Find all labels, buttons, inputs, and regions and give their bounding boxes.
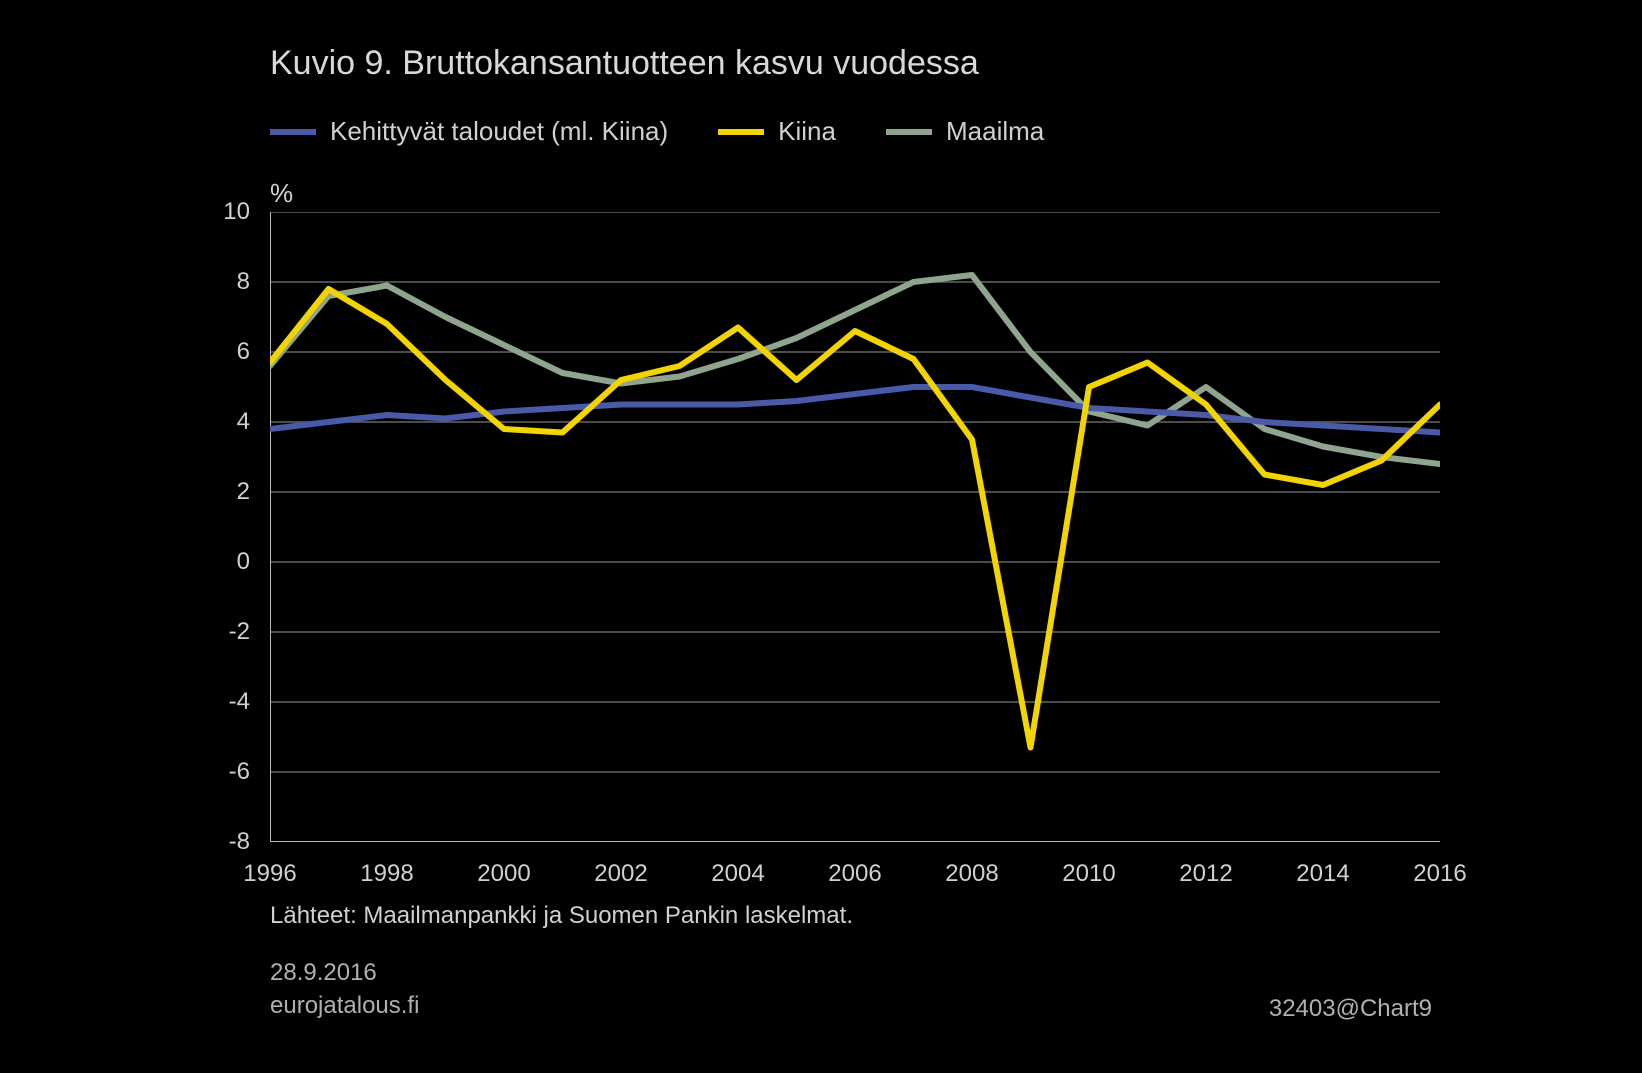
y-tick: -2	[210, 618, 250, 646]
x-tick: 2008	[945, 860, 998, 888]
chart-title: Kuvio 9. Bruttokansantuotteen kasvu vuod…	[270, 44, 979, 83]
x-tick: 2000	[477, 860, 530, 888]
legend-swatch-0	[270, 129, 316, 135]
plot-area	[270, 212, 1440, 842]
y-tick: 8	[210, 268, 250, 296]
y-tick: 0	[210, 548, 250, 576]
legend-label-1: Kiina	[778, 116, 836, 147]
x-tick: 2010	[1062, 860, 1115, 888]
legend-item-2: Maailma	[886, 116, 1044, 147]
footer-code: 32403@Chart9	[1269, 995, 1432, 1023]
y-axis-title: %	[270, 178, 293, 209]
x-tick: 2002	[594, 860, 647, 888]
legend-item-0: Kehittyvät taloudet (ml. Kiina)	[270, 116, 668, 147]
source-label: Lähteet: Maailmanpankki ja Suomen Pankin…	[270, 902, 853, 930]
y-tick: -8	[210, 828, 250, 856]
legend-label-0: Kehittyvät taloudet (ml. Kiina)	[330, 116, 668, 147]
footer-site: eurojatalous.fi	[270, 989, 419, 1023]
y-tick: 10	[210, 198, 250, 226]
footer-left: 28.9.2016 eurojatalous.fi	[270, 956, 419, 1023]
x-tick: 2016	[1413, 860, 1466, 888]
footer-date: 28.9.2016	[270, 956, 419, 990]
chart-container: Kuvio 9. Bruttokansantuotteen kasvu vuod…	[0, 0, 1642, 1073]
legend-swatch-2	[886, 129, 932, 135]
x-tick: 2012	[1179, 860, 1232, 888]
x-tick: 2006	[828, 860, 881, 888]
y-tick: 2	[210, 478, 250, 506]
legend-label-2: Maailma	[946, 116, 1044, 147]
legend: Kehittyvät taloudet (ml. Kiina) Kiina Ma…	[270, 116, 1044, 147]
y-tick: 4	[210, 408, 250, 436]
x-tick: 1998	[360, 860, 413, 888]
x-tick: 2004	[711, 860, 764, 888]
x-tick: 2014	[1296, 860, 1349, 888]
legend-item-1: Kiina	[718, 116, 836, 147]
x-tick: 1996	[243, 860, 296, 888]
y-tick: -4	[210, 688, 250, 716]
y-tick: 6	[210, 338, 250, 366]
y-tick: -6	[210, 758, 250, 786]
legend-swatch-1	[718, 129, 764, 135]
